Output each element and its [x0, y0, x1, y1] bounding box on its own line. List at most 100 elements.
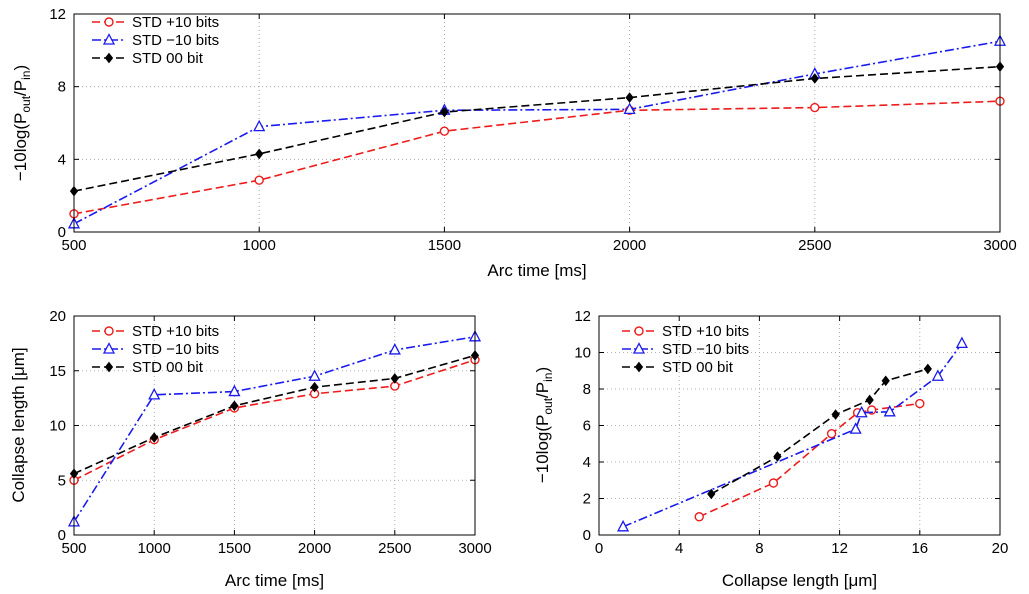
series-line [73, 40, 1001, 225]
y-axis-label-part: in [19, 71, 33, 80]
x-tick-label: 1500 [428, 237, 461, 254]
y-tick-label: 10 [49, 418, 66, 435]
x-tick-label: 8 [755, 540, 763, 557]
data-point [931, 369, 944, 381]
series-line [73, 100, 1001, 215]
data-point [228, 384, 241, 397]
x-tick-label: 2500 [378, 540, 411, 557]
data-point [388, 343, 401, 355]
y-tick-label: 5 [58, 472, 66, 489]
plot-area [74, 14, 1000, 232]
x-tick-label: 0 [595, 540, 603, 557]
legend-label: STD −10 bits [132, 341, 219, 358]
data-point [623, 102, 636, 115]
data-point [253, 119, 266, 132]
legend-marker [634, 361, 644, 373]
x-axis-label: Arc time [ms] [487, 261, 586, 280]
legend-marker [102, 33, 116, 45]
y-tick-label: 12 [574, 308, 591, 325]
data-point [849, 422, 862, 434]
data-point [255, 148, 264, 160]
x-tick-label: 16 [911, 540, 928, 557]
legend-marker [104, 326, 114, 336]
x-tick-label: 20 [992, 540, 1009, 557]
legend-marker [104, 52, 114, 64]
x-tick-label: 500 [61, 540, 86, 557]
data-point [439, 126, 450, 136]
plot-frame [73, 13, 1001, 233]
series-line [73, 336, 476, 523]
series-line [73, 359, 476, 481]
data-point [148, 387, 161, 400]
data-point [810, 102, 820, 113]
series-line [73, 354, 476, 475]
series-line [622, 342, 963, 528]
y-tick-label: 12 [49, 6, 66, 23]
series-3 [707, 363, 932, 500]
y-axis-label-part: in [541, 373, 555, 382]
data-point [625, 92, 634, 103]
data-point [310, 381, 319, 393]
plot-frame [598, 315, 1001, 536]
data-point [881, 375, 890, 387]
series-1 [694, 398, 925, 522]
x-tick-label: 2000 [298, 540, 331, 557]
y-tick-label: 2 [583, 491, 591, 508]
legend-label: STD −10 bits [662, 341, 749, 358]
x-tick-label: 1000 [138, 540, 171, 557]
y-tick-label: 15 [49, 363, 66, 380]
data-point [694, 512, 704, 522]
series-3 [69, 350, 480, 479]
x-tick-label: 500 [61, 237, 86, 254]
y-tick-label: 0 [58, 527, 66, 544]
chart-panel-2: 500 1000 1500 2000 2500 3000 0 5 10 15 20 STD +10 b… [9, 308, 492, 590]
data-point [955, 336, 968, 349]
data-point [390, 373, 399, 384]
data-point [230, 400, 239, 412]
legend-label: STD 00 bit [132, 359, 204, 376]
x-tick-label: 4 [675, 540, 683, 557]
y-tick-label: 6 [583, 418, 591, 435]
x-tick-label: 3000 [983, 237, 1016, 254]
data-point [865, 394, 874, 406]
data-point [150, 432, 159, 443]
series-3 [69, 61, 1005, 197]
series-line [698, 402, 920, 518]
y-tick-label: 0 [58, 224, 66, 241]
y-axis-label-part: −10log(P [11, 113, 30, 182]
y-axis-label: −10log(Pout/Pin) [533, 367, 555, 483]
x-tick-label: 1000 [243, 237, 276, 254]
legend-marker [632, 342, 646, 354]
legend-marker [102, 342, 116, 354]
y-tick-label: 4 [58, 151, 66, 168]
data-point [616, 519, 630, 532]
data-point [883, 404, 896, 417]
data-point [440, 106, 449, 118]
legend-marker [104, 361, 114, 373]
data-point [855, 405, 868, 418]
y-axis-label-part: ) [11, 65, 30, 71]
x-axis-label: Collapse length [μm] [722, 571, 877, 590]
x-tick-label: 1500 [218, 540, 251, 557]
data-point [707, 488, 716, 500]
legend-marker [104, 17, 114, 27]
data-point [915, 398, 925, 409]
y-tick-label: 4 [583, 454, 591, 471]
y-tick-label: 10 [574, 345, 591, 362]
y-tick-label: 0 [583, 527, 591, 544]
data-point [768, 478, 779, 488]
legend-label: STD +10 bits [132, 14, 219, 31]
x-axis-label: Arc time [ms] [225, 571, 324, 590]
legend-label: STD 00 bit [662, 359, 734, 376]
y-tick-label: 8 [583, 381, 591, 398]
data-point [923, 363, 932, 375]
series-line [710, 368, 929, 495]
y-tick-label: 8 [58, 79, 66, 96]
data-point [826, 429, 837, 439]
series-2 [67, 329, 482, 527]
plot-frame [73, 315, 476, 536]
